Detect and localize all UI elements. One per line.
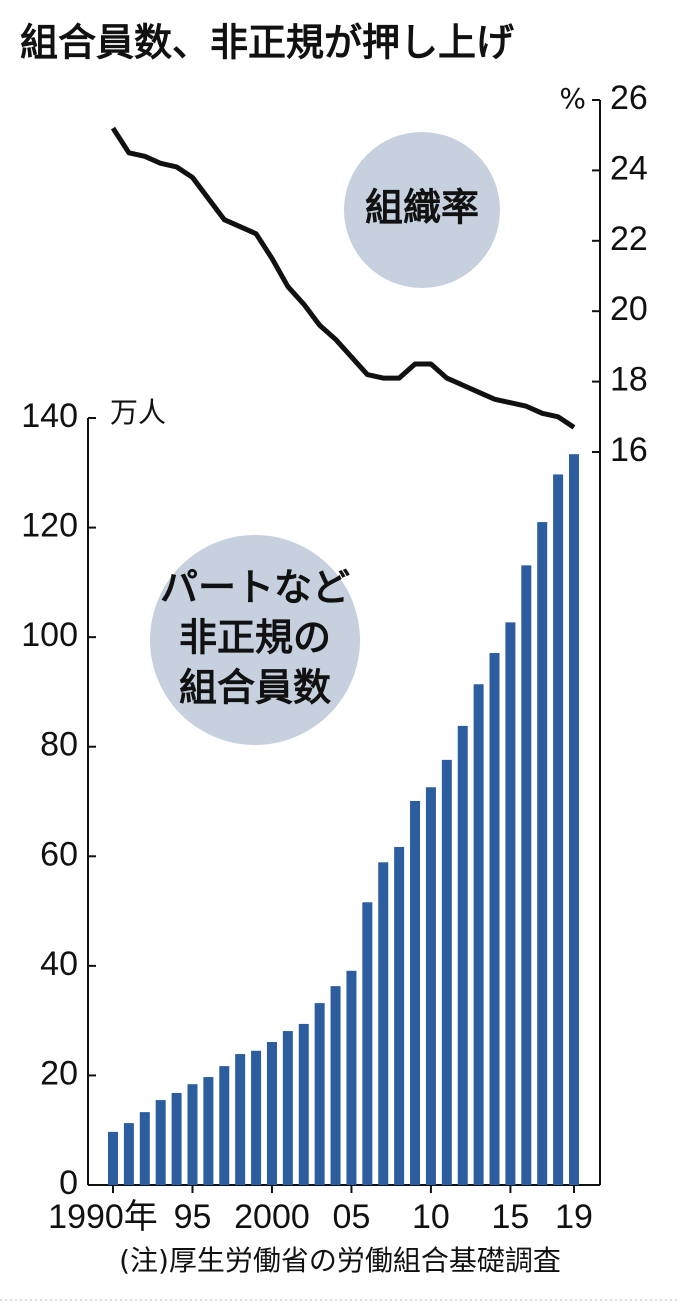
bar xyxy=(266,1042,277,1185)
bar xyxy=(139,1112,150,1185)
bar xyxy=(235,1054,246,1185)
bar xyxy=(521,565,532,1185)
annotation-bubble xyxy=(344,132,500,288)
bar xyxy=(553,474,564,1185)
annotation-text: 組織率 xyxy=(365,186,479,230)
y-tick-label: 80 xyxy=(40,726,78,764)
bar xyxy=(569,454,579,1185)
line xyxy=(110,126,576,430)
bar xyxy=(362,902,373,1185)
annotation-text: 組合員数 xyxy=(179,666,331,710)
bar xyxy=(171,1092,182,1185)
y-tick-label: 100 xyxy=(21,616,78,654)
y2-tick-label: 24 xyxy=(610,149,648,187)
bar xyxy=(346,970,357,1185)
bar xyxy=(314,1003,325,1185)
y2-tick-label: 26 xyxy=(610,79,648,117)
bar xyxy=(394,846,405,1185)
bar xyxy=(410,800,421,1185)
bar xyxy=(155,1100,166,1185)
bar xyxy=(298,1023,309,1185)
y-axis-unit: 万人 xyxy=(110,396,166,429)
annotation-text: パートなど xyxy=(160,566,350,610)
y2-axis-unit: % xyxy=(559,82,586,115)
bar xyxy=(219,1066,230,1185)
x-tick-label: 05 xyxy=(333,1198,371,1236)
bar xyxy=(473,684,484,1185)
bar xyxy=(378,862,389,1185)
bar xyxy=(441,759,452,1185)
y2-tick-label: 18 xyxy=(610,361,648,399)
bar xyxy=(457,725,468,1185)
x-tick-label: 10 xyxy=(412,1198,450,1236)
x-tick-label: 95 xyxy=(174,1198,212,1236)
bar xyxy=(425,787,436,1185)
bar xyxy=(537,522,548,1185)
annotation-bubble xyxy=(150,535,360,745)
bar xyxy=(505,622,516,1185)
y2-tick-label: 16 xyxy=(610,431,648,469)
chart-title: 組合員数、非正規が押し上げ xyxy=(20,21,514,65)
bar xyxy=(251,1050,262,1185)
y-tick-label: 140 xyxy=(21,397,78,435)
y-tick-label: 120 xyxy=(21,507,78,545)
bar xyxy=(282,1031,293,1185)
bar xyxy=(203,1077,214,1185)
y2-tick-label: 20 xyxy=(610,290,648,328)
bar xyxy=(123,1123,134,1185)
annotation-text: 非正規の xyxy=(179,616,331,660)
bar xyxy=(330,986,341,1185)
bar xyxy=(489,653,500,1185)
note: (注)厚生労働省の労働組合基礎調査 xyxy=(119,1244,561,1277)
y-tick-label: 20 xyxy=(40,1054,78,1092)
x-tick-label: 1990年 xyxy=(48,1198,158,1236)
x-tick-label: 2000 xyxy=(234,1198,310,1236)
y2-tick-label: 22 xyxy=(610,220,648,258)
bar xyxy=(108,1131,118,1185)
y-tick-label: 0 xyxy=(59,1164,78,1202)
y-tick-label: 60 xyxy=(40,835,78,873)
bar xyxy=(187,1084,198,1185)
x-tick-label: 15 xyxy=(491,1198,529,1236)
x-tick-label: 19 xyxy=(555,1198,593,1236)
y-tick-label: 40 xyxy=(40,945,78,983)
